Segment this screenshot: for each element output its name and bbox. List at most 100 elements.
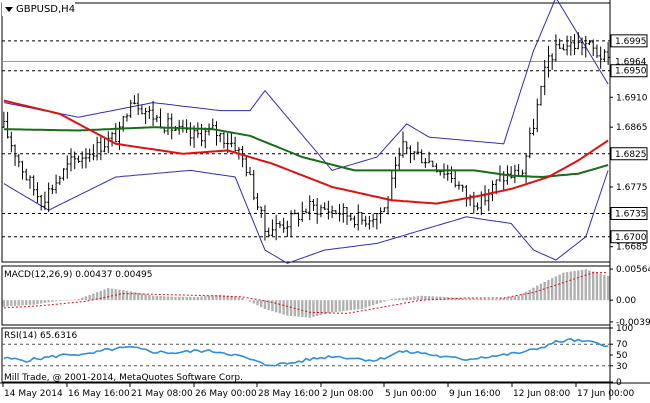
macd-histogram-bar xyxy=(599,273,602,301)
macd-histogram-bar xyxy=(592,271,595,301)
macd-histogram-bar xyxy=(219,294,222,301)
time-axis-label: 28 May 16:00 xyxy=(258,389,320,399)
level-price-label: 1.6735 xyxy=(615,210,647,220)
macd-histogram-bar xyxy=(308,300,311,318)
macd-histogram-bar xyxy=(580,269,584,301)
macd-histogram-bar xyxy=(304,300,308,318)
macd-histogram-bar xyxy=(151,295,155,301)
macd-histogram-bar xyxy=(368,300,371,307)
macd-histogram-bar xyxy=(521,293,524,301)
macd-histogram-bar xyxy=(21,300,24,306)
macd-histogram-bar xyxy=(125,290,129,301)
macd-histogram-bar xyxy=(338,300,341,312)
macd-histogram-bar xyxy=(95,292,99,301)
macd-histogram-bar xyxy=(375,300,379,305)
macd-histogram-bar xyxy=(286,300,289,316)
macd-histogram-bar xyxy=(282,300,285,315)
macd-axis-label: 0.00564 xyxy=(616,265,650,275)
macd-histogram-bar xyxy=(524,291,528,301)
macd-histogram-bar xyxy=(323,300,326,315)
macd-histogram-bar xyxy=(107,288,110,301)
macd-histogram-bar xyxy=(170,296,173,301)
level-price-label: 1.6950 xyxy=(615,67,647,77)
chart-title-box[interactable]: GBPUSD,H4 xyxy=(2,2,76,16)
macd-histogram-bar xyxy=(260,300,263,308)
macd-histogram-bar xyxy=(420,295,423,301)
macd-indicator-title: MACD(12,26,9) 0.00437 0.00495 xyxy=(4,270,153,280)
macd-histogram-bar xyxy=(472,298,476,301)
time-axis-label: 16 May 16:00 xyxy=(68,389,130,399)
macd-histogram-bar xyxy=(424,295,427,301)
macd-histogram-bar xyxy=(10,300,13,307)
macd-histogram-bar xyxy=(412,296,416,301)
macd-histogram-bar xyxy=(495,299,498,301)
macd-histogram-bar xyxy=(383,300,386,302)
macd-histogram-bar xyxy=(230,296,233,301)
macd-histogram-bar xyxy=(450,297,453,301)
macd-histogram-bar xyxy=(136,292,140,301)
macd-histogram-bar xyxy=(92,293,95,301)
macd-histogram-bar xyxy=(77,299,80,301)
dropdown-triangle-icon xyxy=(5,6,13,12)
macd-histogram-bar xyxy=(140,293,144,301)
time-axis-label: 21 May 08:00 xyxy=(131,389,193,399)
macd-histogram-bar xyxy=(565,272,569,301)
macd-histogram-bar xyxy=(405,297,408,301)
rsi-axis-label: 70 xyxy=(616,340,628,350)
macd-histogram-bar xyxy=(439,296,442,301)
macd-signal-line xyxy=(3,272,609,314)
macd-histogram-bar xyxy=(315,300,319,316)
macd-histogram-bar xyxy=(274,300,278,313)
macd-histogram-bar xyxy=(222,295,226,301)
macd-histogram-bar xyxy=(536,285,539,301)
macd-histogram-bar xyxy=(6,300,9,307)
macd-histogram-bar xyxy=(245,299,248,301)
level-price-label: 1.6995 xyxy=(615,37,647,47)
macd-histogram-bar xyxy=(297,300,300,317)
macd-histogram-bar xyxy=(39,300,43,304)
macd-histogram-bar xyxy=(349,300,352,311)
macd-histogram-bar xyxy=(502,297,505,301)
macd-histogram-bar xyxy=(256,300,259,306)
macd-histogram-bar xyxy=(528,289,532,301)
level-price-box xyxy=(610,207,648,221)
macd-histogram-bar xyxy=(177,296,181,301)
macd-histogram-bar xyxy=(204,296,207,301)
macd-histogram-bar xyxy=(506,297,509,301)
macd-histogram-bar xyxy=(603,274,606,301)
time-axis-label: 5 Jun 00:00 xyxy=(385,389,437,399)
macd-histogram-bar xyxy=(88,294,91,301)
macd-axis-label: -0.00394 xyxy=(616,318,650,328)
macd-histogram-bar xyxy=(543,281,546,301)
price-axis-label: 1.6775 xyxy=(616,183,648,193)
macd-histogram-bar xyxy=(103,289,106,301)
macd-histogram-bar xyxy=(562,272,565,301)
macd-histogram-bar xyxy=(371,300,375,306)
macd-histogram-bar xyxy=(301,300,304,318)
macd-histogram-bar xyxy=(278,300,282,314)
macd-histogram-bar xyxy=(390,299,393,301)
macd-histogram-bar xyxy=(58,300,62,301)
macd-histogram-bar xyxy=(148,295,151,301)
macd-histogram-bar xyxy=(252,300,255,304)
level-price-box xyxy=(610,230,648,244)
rsi-axis-label: 100 xyxy=(616,324,633,334)
bollinger-upper-band xyxy=(3,0,609,171)
macd-histogram-bar xyxy=(2,300,6,307)
macd-histogram-bar xyxy=(248,300,252,302)
macd-histogram-bar xyxy=(394,298,397,301)
macd-histogram-bar xyxy=(454,297,457,301)
macd-histogram-bar xyxy=(185,296,188,301)
macd-histogram-bar xyxy=(353,300,356,310)
macd-histogram-bar xyxy=(539,283,543,301)
macd-histogram-bar xyxy=(84,296,88,301)
macd-histogram-bar xyxy=(133,292,136,301)
macd-histogram-bar xyxy=(47,300,50,303)
macd-histogram-bar xyxy=(498,298,502,301)
macd-histogram-bar xyxy=(163,296,166,301)
level-price-label: 1.6825 xyxy=(615,150,647,160)
macd-histogram-bar xyxy=(319,300,323,316)
macd-histogram-bar xyxy=(110,288,114,301)
macd-histogram-bar xyxy=(66,300,69,301)
